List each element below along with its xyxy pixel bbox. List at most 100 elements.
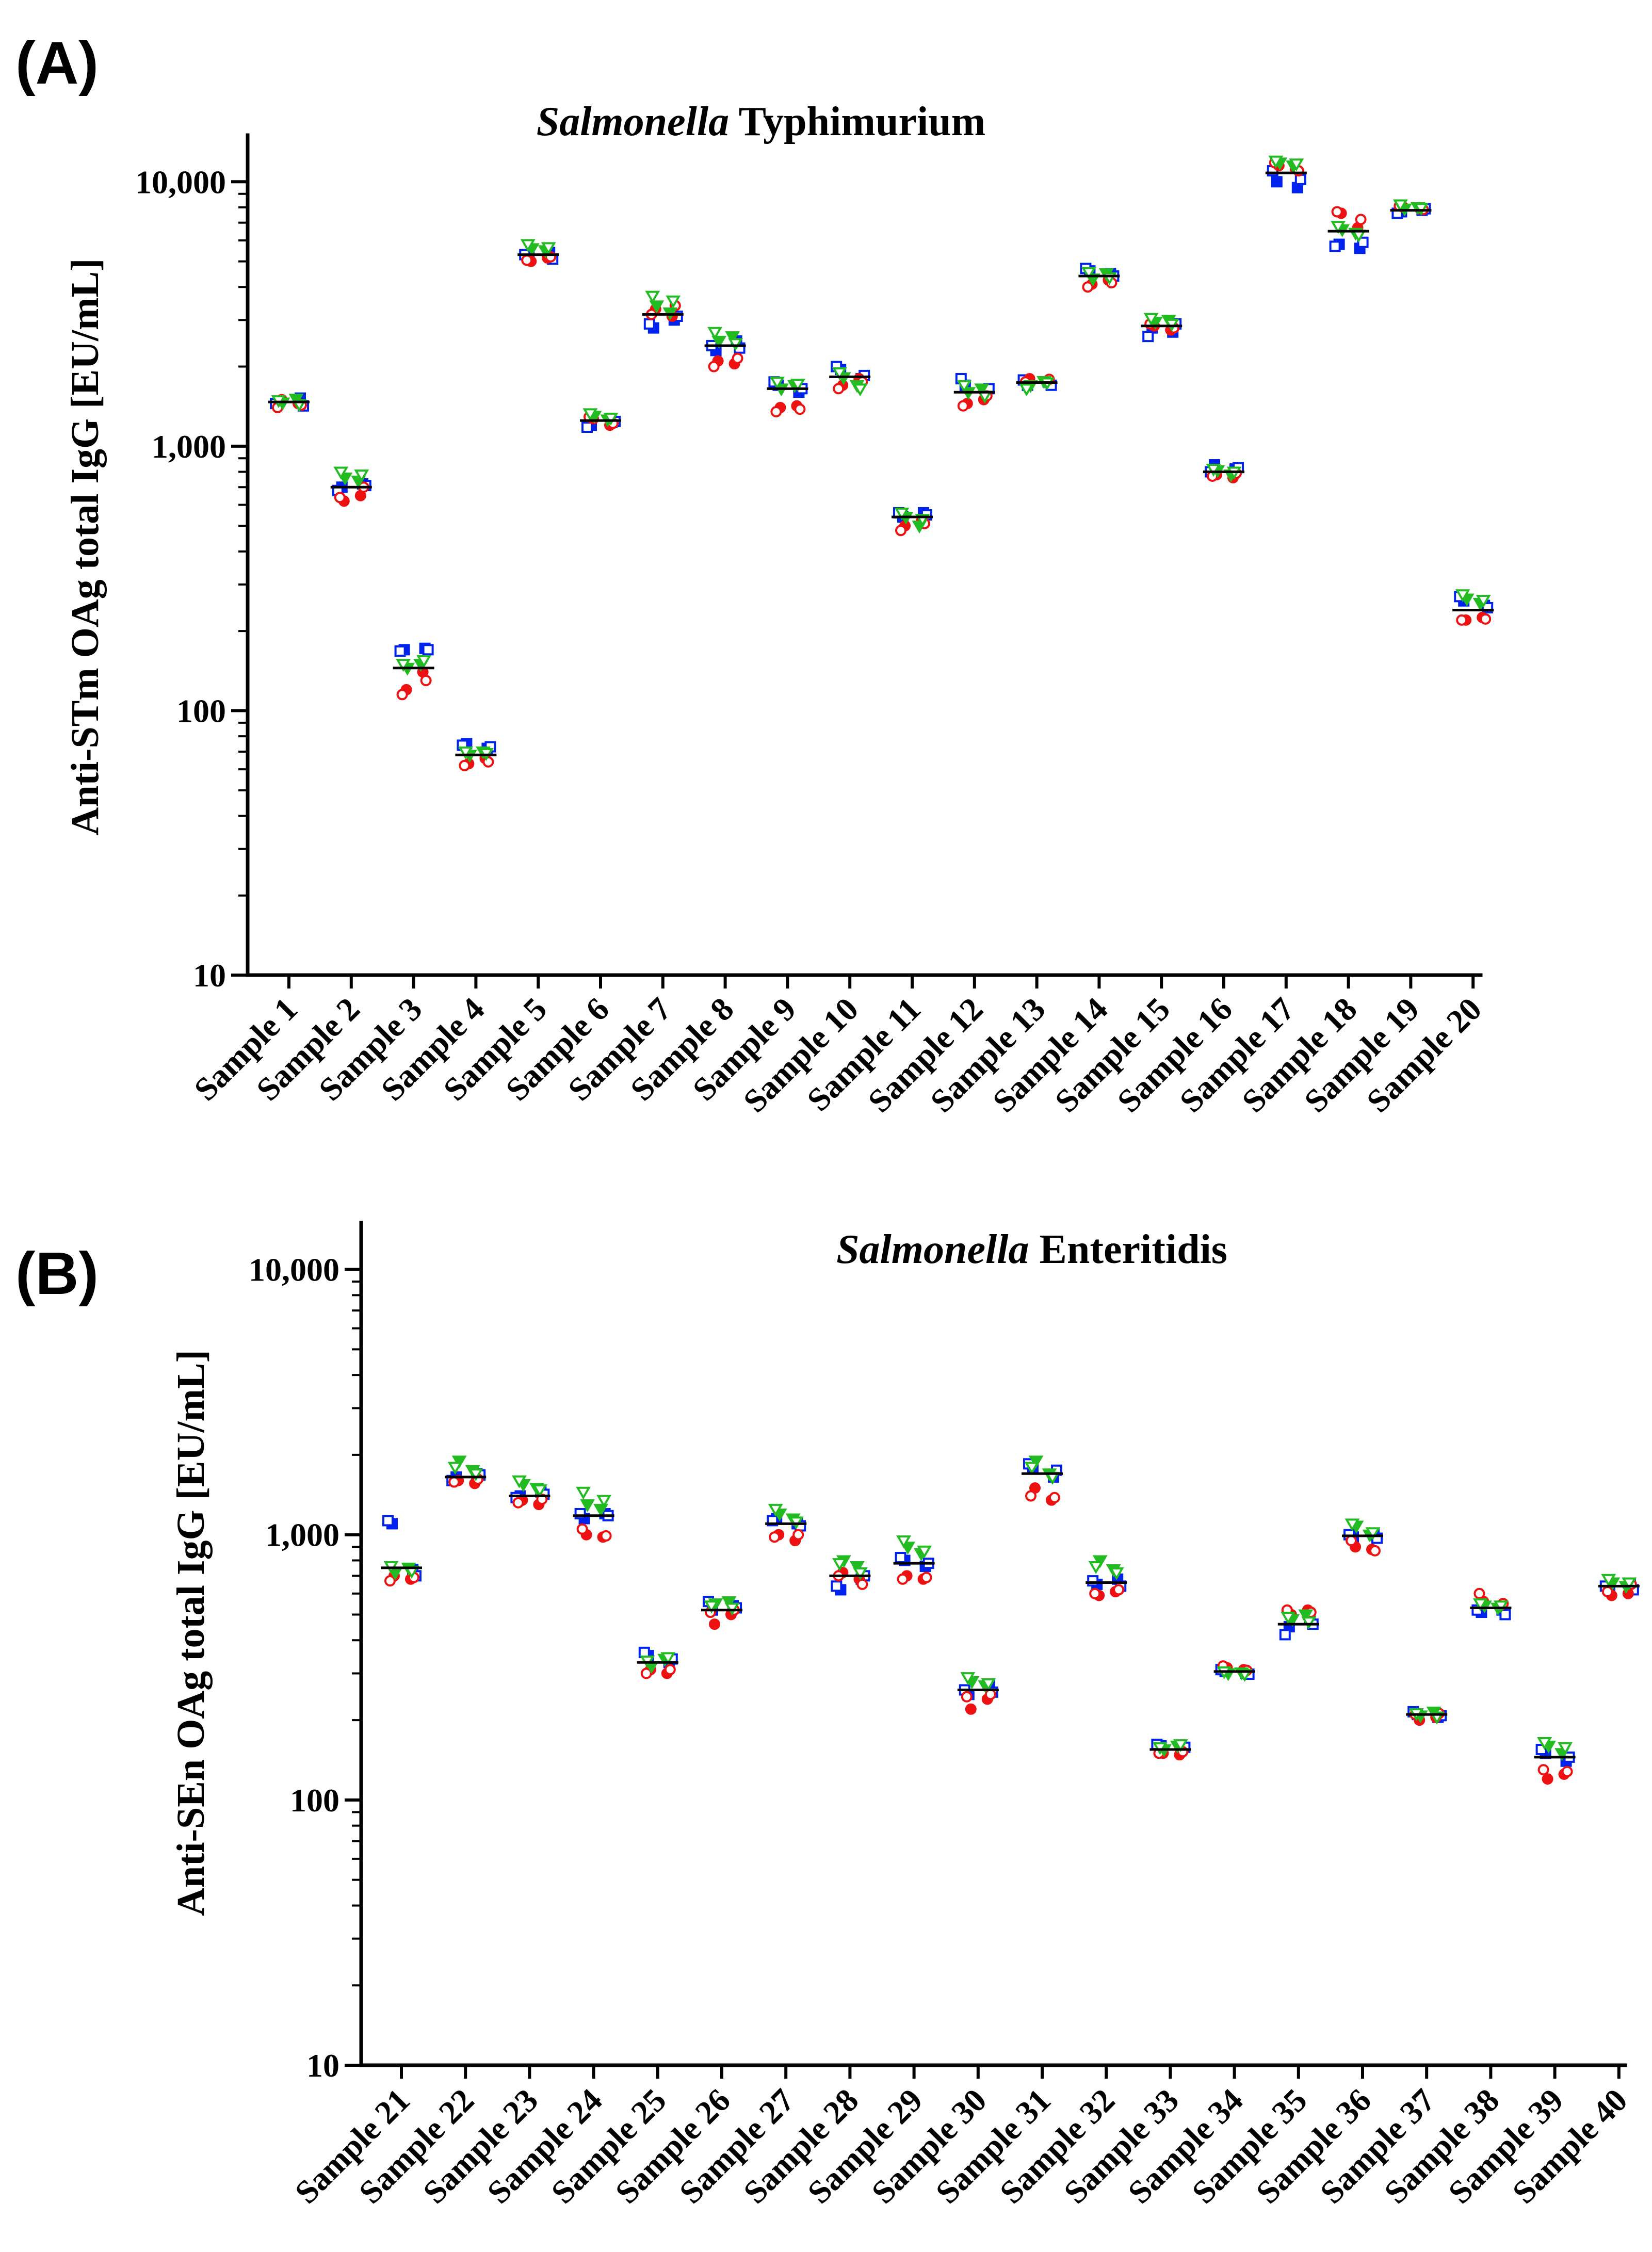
data-point: [645, 290, 660, 304]
data-point: [582, 408, 598, 422]
data-point: [1329, 240, 1341, 252]
data-point: [917, 1545, 932, 1559]
data-point: [532, 1484, 547, 1498]
data-point: [896, 1535, 912, 1549]
data-point: [1456, 614, 1468, 626]
data-point: [1480, 613, 1492, 625]
data-point: [1355, 214, 1367, 225]
data-point: [1298, 1609, 1314, 1623]
data-point: [831, 1580, 843, 1592]
data-point: [458, 746, 473, 759]
y-tick-label: 10,000: [135, 164, 226, 200]
data-point: [521, 254, 533, 266]
data-point: [1025, 1490, 1036, 1502]
data-point: [512, 1497, 524, 1509]
data-point: [420, 675, 432, 687]
data-point: [1049, 1492, 1060, 1503]
y-tick-label: 10: [306, 2047, 339, 2084]
data-point: [725, 331, 740, 345]
data-point: [709, 1618, 720, 1630]
data-point: [965, 1703, 977, 1715]
data-point: [1473, 1587, 1485, 1599]
data-point: [1028, 1455, 1044, 1469]
data-point: [1089, 1587, 1101, 1599]
data-point: [1301, 1616, 1317, 1630]
panel-a-marks: [268, 155, 1494, 771]
data-point: [1024, 1462, 1040, 1475]
data-point: [354, 469, 369, 483]
data-point: [1346, 1535, 1357, 1547]
panel-a-title: Salmonella Typhimurium: [537, 99, 986, 144]
data-point: [576, 1523, 588, 1535]
data-point: [957, 400, 969, 412]
data-point: [394, 645, 406, 657]
y-tick-label: 10,000: [249, 1252, 339, 1288]
data-point: [792, 1529, 804, 1541]
data-point: [1331, 221, 1346, 234]
data-point: [1289, 158, 1304, 172]
data-point: [581, 421, 593, 433]
data-point: [643, 318, 655, 330]
data-point: [422, 644, 434, 656]
data-point: [711, 335, 727, 349]
panel-a-title-rest: Typhimurium: [729, 99, 985, 144]
panel-b-title-italic: Salmonella: [836, 1227, 1029, 1272]
data-point: [1476, 595, 1491, 608]
data-point: [666, 295, 681, 309]
panel-b-letter: (B): [15, 1240, 99, 1307]
data-point: [1087, 1575, 1099, 1587]
data-point: [1143, 313, 1159, 326]
data-point: [794, 403, 806, 415]
data-point: [957, 380, 972, 393]
panel-b-marks: [381, 1455, 1640, 1785]
data-point: [852, 383, 868, 397]
panel-a-axes: [246, 133, 1483, 977]
data-point: [384, 1575, 396, 1587]
data-point: [1088, 1561, 1104, 1574]
data-point: [600, 1530, 612, 1542]
data-point: [895, 525, 906, 537]
data-point: [832, 1558, 847, 1571]
y-tick-label: 100: [176, 692, 226, 729]
data-point: [769, 1531, 781, 1543]
panel-b-title: Salmonella Enteritidis: [836, 1227, 1227, 1272]
panel-b-axes: [359, 1221, 1627, 2067]
y-tick-label: 100: [290, 1782, 339, 1819]
data-point: [1369, 1545, 1381, 1557]
data-point: [895, 1552, 906, 1564]
data-point: [1152, 1742, 1168, 1755]
data-point: [416, 655, 432, 668]
data-point: [1493, 1600, 1509, 1614]
data-point: [660, 1652, 676, 1665]
panel-a-yaxis-ticks: 10 100 1,000 10,000: [135, 164, 248, 994]
data-point: [894, 507, 910, 521]
data-point: [849, 1561, 865, 1574]
data-point: [728, 338, 743, 351]
data-point: [520, 239, 536, 252]
panel-a: (A) Salmonella Typhimurium Anti-STm OAg …: [15, 29, 1494, 1120]
data-point: [1082, 281, 1094, 293]
data-point: [1279, 1629, 1291, 1641]
panel-a-title-italic: Salmonella: [537, 99, 729, 144]
panel-b-title-rest: Enteritidis: [1029, 1227, 1227, 1272]
y-tick-label: 10: [193, 957, 226, 994]
data-point: [856, 1578, 868, 1590]
data-point: [576, 1486, 591, 1500]
data-point: [1271, 176, 1283, 188]
data-point: [1345, 1518, 1360, 1532]
data-point: [396, 659, 411, 672]
data-point: [707, 327, 723, 340]
data-point: [1601, 1574, 1616, 1587]
panel-a-letter: (A): [15, 29, 99, 96]
data-point: [1499, 1609, 1511, 1621]
data-point: [1365, 1527, 1381, 1541]
data-point: [961, 1691, 973, 1703]
data-point: [920, 1571, 932, 1583]
data-point: [448, 1476, 460, 1488]
data-point: [1622, 1577, 1637, 1591]
data-point: [1558, 1742, 1573, 1755]
data-point: [334, 492, 346, 504]
data-point: [708, 361, 720, 372]
data-point: [1357, 236, 1369, 248]
